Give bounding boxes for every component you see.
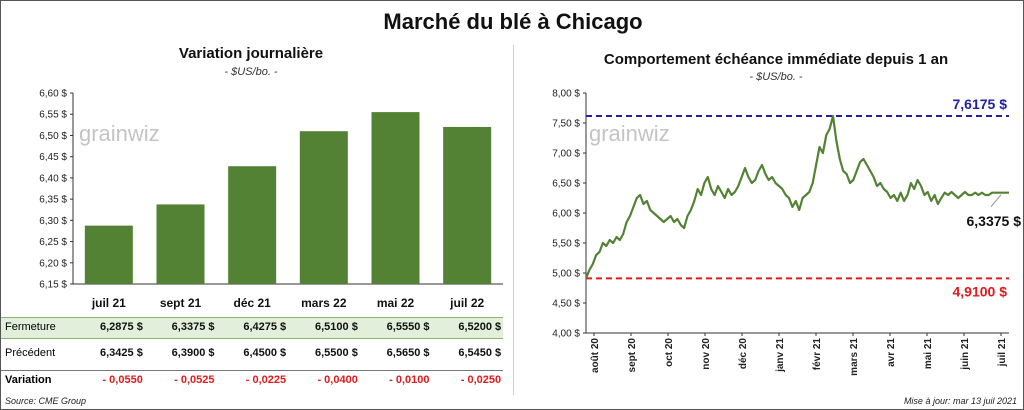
bar-y-tick-label: 6,50 $ — [39, 131, 67, 142]
panel-divider — [513, 45, 514, 395]
table-cell: - 0,0525 — [174, 374, 215, 386]
bar — [156, 204, 205, 284]
bar — [84, 225, 133, 284]
line-y-tick-label: 4,00 $ — [552, 329, 580, 340]
line-x-tick-label: août 20 — [590, 338, 601, 373]
bar-y-tick-label: 6,35 $ — [39, 195, 67, 206]
previous-row-label: Précédent — [5, 347, 56, 359]
line-x-tick-label: févr 21 — [812, 338, 823, 371]
bar — [228, 166, 277, 284]
page-title: Marché du blé à Chicago — [383, 9, 643, 34]
bar-chart: 6,15 $ 6,20 $ 6,25 $ 6,30 $ 6,35 $ 6,40 $ 6,45… — [39, 89, 503, 310]
right-chart-unit: - $US/bo. - — [749, 71, 803, 83]
line-x-tick-label: mai 21 — [923, 338, 934, 370]
line-y-tick-label: 8,00 $ — [552, 89, 580, 100]
bar-y-tick-label: 6,55 $ — [39, 110, 67, 121]
line-x-tick-label: avr 21 — [886, 338, 897, 367]
line-x-tick-label: juil 21 — [997, 338, 1008, 368]
line-y-tick-label: 6,00 $ — [552, 209, 580, 220]
line-y-tick-label: 7,50 $ — [552, 119, 580, 130]
line-x-tick-label: déc 20 — [738, 338, 749, 370]
left-chart-unit: - $US/bo. - — [224, 66, 278, 78]
bar-y-tick-label: 6,25 $ — [39, 237, 67, 248]
table-cell: 6,3375 $ — [171, 321, 215, 333]
left-chart-title: Variation journalière — [178, 45, 324, 62]
bar — [299, 131, 348, 284]
line-y-tick-label: 7,00 $ — [552, 149, 580, 160]
table-cell: 6,3425 $ — [100, 347, 143, 359]
table-cell: 6,5650 $ — [386, 347, 430, 359]
close-row: Fermeture 6,2875 $ 6,3375 $ 6,4275 $ 6,5100… — [1, 317, 503, 339]
low-label: 4,9100 $ — [953, 283, 1008, 299]
table-cell: 6,5500 $ — [315, 347, 358, 359]
variation-row: Variation - 0,0550 - 0,0525 - 0,0225 - 0,04… — [1, 370, 503, 391]
previous-row: Précédent 6,3425 $ 6,3900 $ 6,4500 $ 6,5500… — [1, 344, 503, 364]
bar-x-tick-label: mai 22 — [377, 296, 415, 310]
line-y-tick-label: 5,00 $ — [552, 269, 580, 280]
table-cell: - 0,0100 — [389, 374, 430, 386]
high-label: 7,6175 $ — [953, 96, 1008, 112]
line-y-tick-label: 4,50 $ — [552, 299, 580, 310]
bar-y-tick-label: 6,15 $ — [39, 280, 67, 291]
bar-x-tick-label: mars 22 — [301, 296, 347, 310]
bar — [371, 112, 420, 284]
line-x-tick-label: juin 21 — [960, 338, 971, 371]
bar-y-tick-label: 6,45 $ — [39, 152, 67, 163]
table-cell: - 0,0550 — [102, 374, 143, 386]
line-x-tick-label: mars 21 — [849, 338, 860, 376]
bar-x-tick-label: juil 22 — [449, 296, 484, 310]
bar-x-tick-label: sept 21 — [160, 296, 202, 310]
table-cell: - 0,0400 — [317, 374, 358, 386]
variation-row-label: Variation — [5, 374, 52, 386]
table-cell: 6,5200 $ — [458, 321, 502, 333]
right-chart-title: Comportement échéance immédiate depuis 1… — [603, 51, 949, 68]
table-cell: 6,4275 $ — [243, 321, 287, 333]
bar-y-tick-label: 6,60 $ — [39, 89, 67, 100]
last-value-leader — [990, 194, 1002, 208]
update-note: Mise à jour: mar 13 juil 2021 — [903, 396, 1017, 406]
table-cell: - 0,0225 — [245, 374, 287, 386]
table-cell: 6,5550 $ — [386, 321, 430, 333]
table-cell: - 0,0250 — [460, 374, 502, 386]
table-cell: 6,4500 $ — [243, 347, 287, 359]
table-cell: 6,5450 $ — [458, 347, 502, 359]
price-series-line — [584, 114, 1009, 279]
bar-x-tick-label: juil 21 — [91, 296, 126, 310]
bar-y-tick-label: 6,30 $ — [39, 216, 67, 227]
table-cell: 6,5100 $ — [315, 321, 358, 333]
line-y-tick-label: 6,50 $ — [552, 179, 580, 190]
last-value-label: 6,3375 $ — [967, 213, 1022, 229]
line-x-tick-label: oct 20 — [664, 338, 675, 367]
source-note: Source: CME Group — [5, 396, 87, 406]
bar-y-tick-label: 6,40 $ — [39, 173, 67, 184]
bar-x-tick-label: déc 21 — [233, 296, 271, 310]
watermark-left: grainwiz — [79, 121, 160, 146]
line-x-tick-label: nov 20 — [701, 338, 712, 370]
table-cell: 6,3900 $ — [171, 347, 215, 359]
close-row-label: Fermeture — [5, 321, 56, 333]
bar — [443, 126, 492, 284]
line-x-tick-label: janv 21 — [775, 338, 786, 373]
watermark-right: grainwiz — [589, 121, 670, 146]
bar-y-tick-label: 6,20 $ — [39, 258, 67, 269]
table-cell: 6,2875 $ — [100, 321, 143, 333]
line-y-tick-label: 5,50 $ — [552, 239, 580, 250]
line-x-tick-label: sept 20 — [627, 338, 638, 373]
